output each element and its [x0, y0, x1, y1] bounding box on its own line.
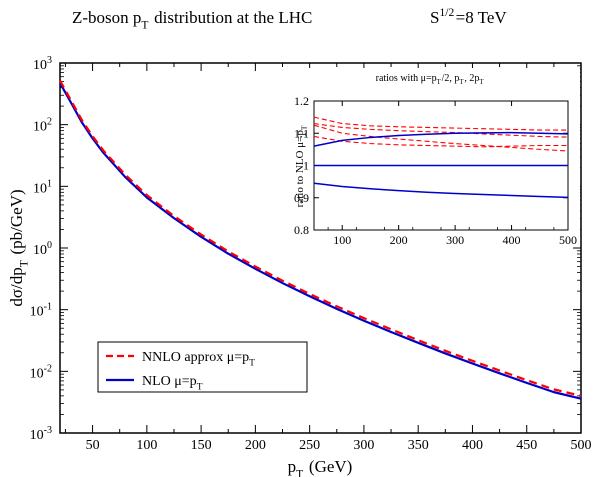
inset-series	[313, 116, 569, 199]
inset-y-tick-label: 1.2	[294, 94, 309, 108]
inset-series-line-4	[313, 135, 568, 148]
inset-x-tick-label: 100	[333, 233, 351, 247]
y-tick-label: 101	[33, 178, 52, 196]
inset-background	[282, 68, 580, 241]
inset-series-line-5	[313, 131, 569, 147]
x-tick-label: 150	[191, 438, 212, 453]
x-tick-label: 200	[245, 438, 266, 453]
inset-y-tick-label: 0.9	[294, 191, 309, 205]
main-x-ticks: 50 100 150 200 250 300 350 400 450 500	[64, 63, 592, 453]
inset-x-tick-label: 200	[390, 233, 408, 247]
inset-x-ticks: 100 200 300 400 500	[327, 101, 577, 247]
inset-series-line-3	[313, 124, 569, 152]
inset-x-tick-label: 500	[559, 233, 577, 247]
x-tick-label: 300	[353, 438, 374, 453]
inset-y-axis-label: ratio to NLO μ=pT	[294, 125, 309, 208]
legend-label: NNLO approx μ=pT	[142, 350, 256, 368]
inset-y-tick-label: 1	[303, 159, 309, 173]
x-tick-label: 450	[516, 438, 537, 453]
inset-x-tick-label: 300	[446, 233, 464, 247]
x-tick-label: 50	[86, 438, 100, 453]
y-tick-label: 100	[33, 240, 52, 258]
y-tick-label: 102	[33, 117, 52, 135]
inset-y-tick-label: 1.1	[294, 126, 309, 140]
x-tick-label: 400	[462, 438, 483, 453]
energy-label: S1/2 =8 TeV	[430, 6, 507, 27]
y-tick-label: 10-1	[30, 302, 52, 320]
y-tick-label: 10-2	[30, 363, 52, 381]
x-axis-label: pT (GeV)	[288, 457, 353, 477]
inset-x-tick-label: 400	[503, 233, 521, 247]
y-tick-label: 10-3	[30, 425, 52, 443]
inset-series-line-1	[313, 116, 568, 131]
series-nnlo-line	[59, 79, 582, 397]
x-tick-label: 250	[299, 438, 320, 453]
y-tick-label: 103	[33, 55, 52, 73]
inset-y-tick-label: 0.8	[294, 223, 309, 237]
inset-series-line-7	[313, 182, 569, 199]
legend-box	[97, 341, 308, 393]
main-series	[59, 79, 582, 400]
x-tick-label: 500	[571, 438, 592, 453]
inset-series-line-2	[313, 123, 569, 138]
x-tick-label: 350	[408, 438, 429, 453]
series-nlo-line	[59, 82, 582, 400]
chart-title: Z-boson pT distribution at the LHC	[72, 8, 312, 31]
inset-title: ratios with μ=pT /2, pT , 2pT	[376, 73, 485, 86]
legend: NNLO approx μ=pT NLO μ=pT	[97, 341, 308, 393]
x-tick-label: 100	[136, 438, 157, 453]
legend-label: NLO μ=pT	[142, 374, 204, 392]
y-axis-label: dσ/dpT (pb/GeV)	[7, 189, 30, 306]
